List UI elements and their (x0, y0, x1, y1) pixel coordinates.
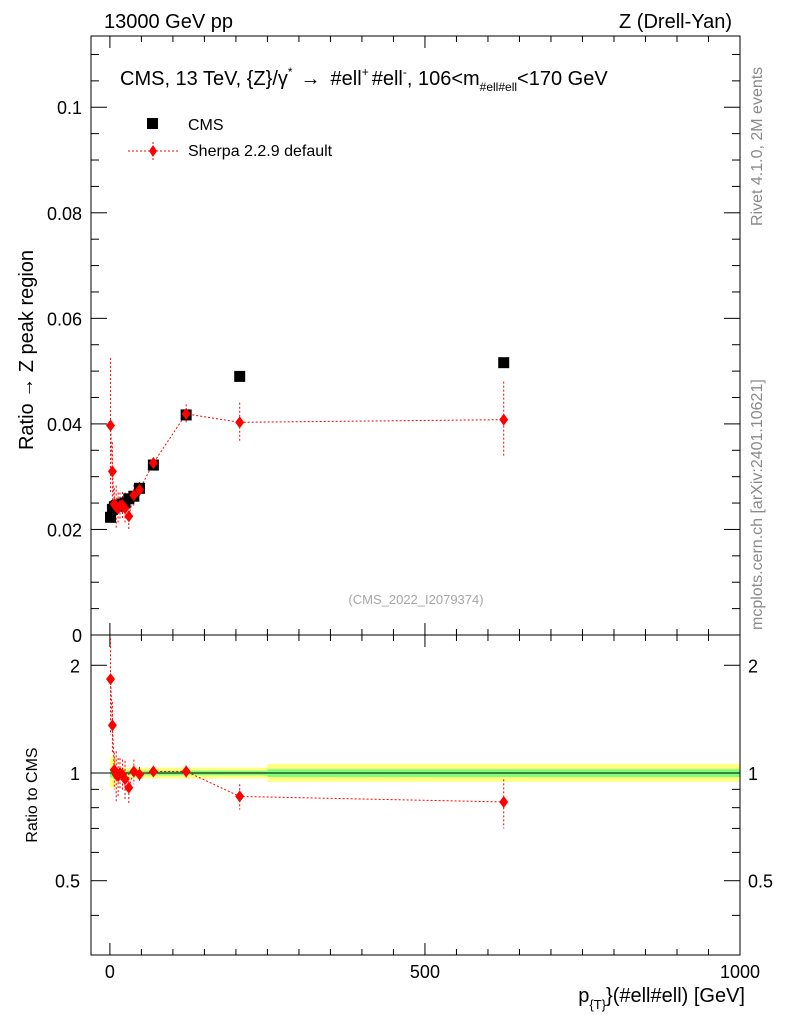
ratio-frame (90, 634, 741, 956)
main-y-tick-labels: 0 0.02 0.04 0.06 0.08 0.1 (47, 98, 82, 646)
ratio-line (110, 679, 504, 803)
sherpa-point (148, 456, 158, 469)
ratio-panel: 0.5 0.5 1 1 2 2 0 500 1000 Ratio to CMS p{T}}(#… (24, 634, 773, 1012)
plot-title: CMS, 13 TeV, {Z}/γ* → #ell+ #ell-, 106<m#el… (120, 65, 608, 94)
sherpa-point (107, 465, 117, 478)
legend-sherpa-marker (149, 145, 157, 157)
rivet-version-label: Rivet 4.1.0, 2M events (749, 67, 766, 226)
main-panel: 0 0.02 0.04 0.06 0.08 0.1 (CMS_2022_I2079374)… (16, 35, 741, 646)
legend-cms-label: CMS (188, 117, 224, 134)
sherpa-point (135, 483, 145, 496)
header-right: Z (Drell-Yan) (619, 11, 732, 33)
main-y-tick-label: 0.06 (47, 309, 82, 329)
x-tick-label: 0 (105, 962, 115, 982)
ratio-point (181, 765, 191, 778)
main-y-tick-label: 0 (72, 626, 82, 646)
x-axis-label: p{T}}(#ell#ell) [GeV] (578, 985, 745, 1012)
sherpa-point (235, 416, 245, 429)
main-series (105, 357, 510, 530)
ratio-y-tick-labels: 0.5 0.5 1 1 2 2 (55, 656, 773, 891)
legend-sherpa-label: Sherpa 2.2.9 default (188, 143, 333, 160)
sherpa-point (129, 489, 139, 502)
ratio-y-tick-label-right: 1 (748, 764, 758, 784)
ratio-point (148, 765, 158, 778)
main-axis-ticks (91, 36, 741, 636)
ratio-point (124, 781, 134, 794)
ratio-axis-ticks (91, 635, 741, 955)
x-tick-label: 500 (410, 962, 440, 982)
ratio-y-tick-label-right: 0.5 (748, 872, 773, 892)
ratio-y-tick-label-left: 2 (70, 656, 80, 676)
main-y-tick-label: 0.02 (47, 520, 82, 540)
legend-cms-marker (147, 118, 158, 129)
ratio-point (107, 719, 117, 732)
ratio-point (235, 790, 245, 803)
cms-point (234, 370, 246, 382)
sherpa-point (499, 413, 509, 426)
x-tick-label: 1000 (720, 962, 760, 982)
mcplots-label: mcplots.cern.ch [arXiv:2401.10621] (749, 379, 766, 630)
x-tick-labels: 0 500 1000 (105, 962, 760, 982)
main-y-tick-label: 0.04 (47, 415, 82, 435)
ratio-y-axis-label: Ratio to CMS (24, 747, 41, 842)
sherpa-point (124, 510, 134, 523)
sherpa-point (106, 419, 116, 432)
main-y-tick-label: 0.08 (47, 204, 82, 224)
ratio-y-tick-label-left: 0.5 (55, 872, 80, 892)
analysis-watermark: (CMS_2022_I2079374) (348, 592, 483, 607)
ratio-point (120, 773, 130, 786)
ratio-point (499, 795, 509, 808)
ratio-point (135, 768, 145, 781)
ratio-y-tick-label-right: 2 (748, 656, 758, 676)
sherpa-point (181, 407, 191, 420)
header-left: 13000 GeV pp (104, 11, 233, 33)
sherpa-point (120, 502, 130, 515)
cms-point (498, 357, 510, 369)
ratio-series (106, 638, 509, 829)
cms-point (105, 511, 117, 523)
ratio-y-tick-label-left: 1 (70, 764, 80, 784)
legend: CMS Sherpa 2.2.9 default (128, 117, 333, 160)
sherpa-line (110, 413, 504, 518)
ratio-uncertainty-bands (109, 756, 740, 788)
main-y-axis-label: Ratio → Z peak region (16, 250, 38, 450)
main-y-tick-label: 0.1 (57, 98, 82, 118)
ratio-point (106, 673, 116, 686)
